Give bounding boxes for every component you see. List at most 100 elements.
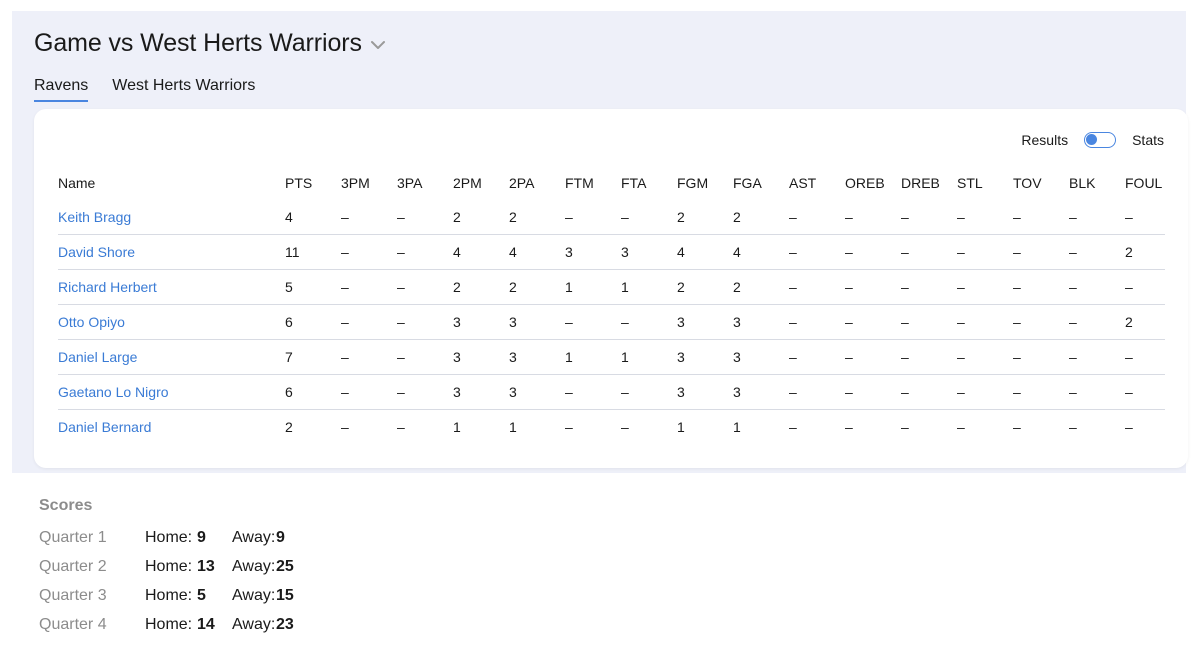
stat-cell-dreb: – [901, 279, 909, 295]
player-name-cell: Gaetano Lo Nigro [58, 375, 285, 410]
toggle-label-stats[interactable]: Stats [1132, 132, 1164, 148]
stat-cell-fga: 3 [733, 384, 741, 400]
stat-cell-2pa: 2 [509, 209, 517, 225]
column-header-oreb: OREB [845, 174, 885, 191]
stat-cell-2pm: 2 [453, 279, 461, 295]
stat-cell-foul: – [1125, 384, 1133, 400]
table-row: Richard Herbert 5 – – 2 2 1 1 2 2 – – – – – – – [58, 270, 1165, 305]
column-header-foul: FOUL [1125, 174, 1163, 191]
home-score: Home: 13 [145, 558, 232, 576]
stat-cell-fta: 1 [621, 279, 629, 295]
stat-cell-foul: – [1125, 419, 1133, 435]
column-header-name: Name [58, 174, 96, 191]
player-name-link[interactable]: Daniel Large [58, 349, 138, 365]
stat-cell-fta: – [621, 314, 629, 330]
stat-cell-stl: – [957, 244, 965, 260]
home-score-value: 9 [197, 528, 206, 546]
stat-cell-ast: – [789, 419, 797, 435]
stat-cell-tov: – [1013, 384, 1021, 400]
stat-cell-ast: – [789, 314, 797, 330]
away-label: Away: [232, 586, 276, 604]
stat-cell-fta: 1 [621, 349, 629, 365]
stat-cell-pts: 6 [285, 384, 293, 400]
view-toggle: Results Stats [1021, 132, 1164, 148]
table-row: Daniel Bernard 2 – – 1 1 – – 1 1 – – – – – – – [58, 410, 1165, 445]
stat-cell-dreb: – [901, 349, 909, 365]
stat-cell-foul: – [1125, 349, 1133, 365]
stat-cell-fga: 2 [733, 279, 741, 295]
stat-cell-3pm: – [341, 384, 349, 400]
stat-cell-fgm: 4 [677, 244, 685, 260]
stat-cell-fga: 2 [733, 209, 741, 225]
chevron-down-icon[interactable] [370, 37, 386, 55]
column-header-dreb: DREB [901, 174, 940, 191]
column-header-fgm: FGM [677, 174, 709, 191]
stat-cell-fgm: 3 [677, 349, 685, 365]
stat-cell-stl: – [957, 279, 965, 295]
away-label: Away: [232, 557, 276, 575]
stat-cell-dreb: – [901, 384, 909, 400]
stat-cell-2pa: 3 [509, 314, 517, 330]
stat-cell-2pm: 4 [453, 244, 461, 260]
stat-cell-stl: – [957, 349, 965, 365]
stat-cell-blk: – [1069, 349, 1077, 365]
stat-cell-foul: 2 [1125, 244, 1133, 260]
away-score: Away: 15 [232, 587, 322, 605]
stat-cell-ast: – [789, 209, 797, 225]
table-row: David Shore 11 – – 4 4 3 3 4 4 – – – – – – 2 [58, 235, 1165, 270]
stat-cell-ast: – [789, 384, 797, 400]
column-header-pts: PTS [285, 174, 313, 191]
stat-cell-fta: 3 [621, 244, 629, 260]
stat-cell-ast: – [789, 279, 797, 295]
home-score-value: 5 [197, 586, 206, 604]
stat-cell-tov: – [1013, 349, 1021, 365]
player-name-link[interactable]: Gaetano Lo Nigro [58, 384, 169, 400]
home-label: Home: [145, 557, 193, 575]
player-name-link[interactable]: Keith Bragg [58, 209, 132, 225]
results-stats-switch[interactable] [1084, 132, 1117, 148]
title-row[interactable]: Game vs West Herts Warriors [34, 29, 386, 58]
player-name-link[interactable]: Otto Opiyo [58, 314, 125, 330]
column-header-fta: FTA [621, 174, 647, 191]
stat-cell-blk: – [1069, 244, 1077, 260]
stat-cell-foul: 2 [1125, 314, 1133, 330]
scores-section: Scores Quarter 1 Home: 9 Away: 9 Quarter 2 Hom… [39, 497, 322, 639]
home-score-value: 14 [197, 615, 215, 633]
player-name-cell: Richard Herbert [58, 270, 285, 305]
player-name-link[interactable]: David Shore [58, 244, 136, 260]
player-name-link[interactable]: Daniel Bernard [58, 419, 152, 435]
tab-ravens[interactable]: Ravens [34, 77, 89, 102]
stat-cell-3pa: – [397, 209, 405, 225]
stat-cell-tov: – [1013, 314, 1021, 330]
tab-west-herts-warriors[interactable]: West Herts Warriors [112, 77, 256, 94]
stat-cell-oreb: – [845, 384, 853, 400]
stat-cell-pts: 5 [285, 279, 293, 295]
stat-cell-ftm: 1 [565, 349, 573, 365]
away-label: Away: [232, 528, 276, 546]
home-label: Home: [145, 586, 193, 604]
column-header-ftm: FTM [565, 174, 594, 191]
table-row: Keith Bragg 4 – – 2 2 – – 2 2 – – – – – – – [58, 200, 1165, 235]
home-score: Home: 5 [145, 587, 232, 605]
column-header-stl: STL [957, 174, 983, 191]
table-row: Otto Opiyo 6 – – 3 3 – – 3 3 – – – – – – 2 [58, 305, 1165, 340]
player-name-cell: David Shore [58, 235, 285, 270]
column-header-3pa: 3PA [397, 174, 423, 191]
stat-cell-fgm: 1 [677, 419, 685, 435]
column-header-3pm: 3PM [341, 174, 370, 191]
game-panel: Game vs West Herts Warriors Ravens West … [12, 11, 1188, 473]
away-score-value: 23 [276, 615, 294, 633]
quarter-row: Quarter 4 Home: 14 Away: 23 [39, 610, 322, 639]
player-name-link[interactable]: Richard Herbert [58, 279, 157, 295]
stat-cell-blk: – [1069, 314, 1077, 330]
stat-cell-oreb: – [845, 314, 853, 330]
stat-cell-fgm: 3 [677, 384, 685, 400]
column-header-2pa: 2PA [509, 174, 535, 191]
away-label: Away: [232, 615, 276, 633]
stat-cell-ftm: 3 [565, 244, 573, 260]
stat-cell-3pa: – [397, 419, 405, 435]
stat-cell-fga: 1 [733, 419, 741, 435]
column-header-fga: FGA [733, 174, 762, 191]
toggle-label-results[interactable]: Results [1021, 132, 1069, 148]
stat-cell-stl: – [957, 419, 965, 435]
